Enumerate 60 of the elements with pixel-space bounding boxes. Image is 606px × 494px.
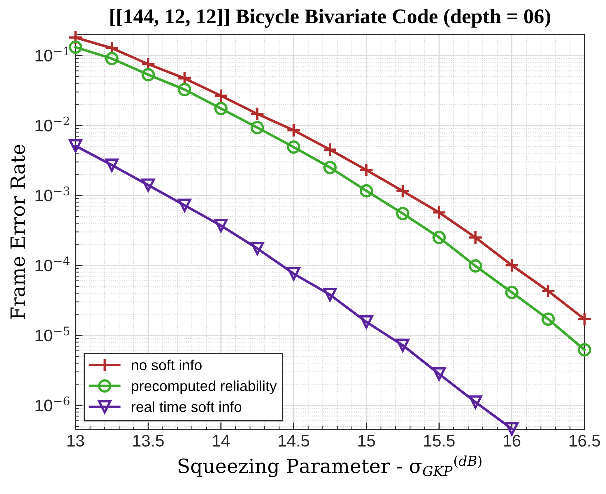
legend-label: real time soft info <box>132 402 242 412</box>
point <box>105 52 119 66</box>
point <box>69 40 82 54</box>
point <box>360 184 374 198</box>
y-tick-label: 10$^{−1}$ <box>36 46 69 62</box>
point <box>324 288 337 302</box>
point <box>142 178 156 192</box>
y-axis-title: Frame Error Rate <box>10 144 26 320</box>
point <box>286 123 302 138</box>
point <box>578 343 592 357</box>
point <box>324 161 337 174</box>
point <box>468 230 484 246</box>
point <box>505 286 519 300</box>
legend-label: no soft info <box>132 360 202 371</box>
legend-label: precomputed reliability <box>132 380 278 394</box>
x-tick-label: 16.5 <box>570 435 600 447</box>
point <box>432 205 447 220</box>
point <box>105 158 119 172</box>
y-tick-label: 10$^{−2}$ <box>36 116 70 132</box>
point <box>214 102 228 116</box>
y-tick-label: 10$^{−3}$ <box>36 186 70 202</box>
y-tick-label: 10$^{−6}$ <box>36 396 70 412</box>
point <box>287 140 301 154</box>
x-tick-label: 15.5 <box>424 435 455 447</box>
point <box>469 260 482 273</box>
x-tick-label: 14 <box>213 435 230 447</box>
point <box>396 184 410 199</box>
point <box>214 219 228 232</box>
point <box>542 312 556 326</box>
point <box>577 312 592 327</box>
x-tick-label: 15 <box>358 435 376 447</box>
point <box>178 83 192 96</box>
point <box>69 139 82 153</box>
point <box>287 267 301 281</box>
point <box>360 316 374 329</box>
point <box>250 106 265 122</box>
point <box>432 231 446 244</box>
point <box>396 207 410 220</box>
point <box>469 396 482 410</box>
x-axis-title: Squeezing Parameter - σ$_{GKP}$$^{(dB)}$ <box>178 456 482 478</box>
x-tick-label: 16 <box>504 435 521 447</box>
point <box>432 368 446 381</box>
y-tick-label: 10$^{−5}$ <box>36 326 70 342</box>
point <box>250 121 264 134</box>
point <box>322 142 338 158</box>
point <box>359 162 374 178</box>
point <box>541 284 556 299</box>
point <box>142 68 156 82</box>
y-tick-label: 10$^{−4}$ <box>36 256 70 272</box>
x-tick-label: 13.5 <box>134 435 164 447</box>
point <box>505 422 519 436</box>
point <box>504 258 520 273</box>
point <box>214 88 229 104</box>
point <box>178 198 192 212</box>
point <box>250 242 264 256</box>
x-tick-label: 14.5 <box>278 435 310 447</box>
x-tick-label: 13 <box>68 435 84 447</box>
point <box>68 30 84 46</box>
point <box>396 338 410 352</box>
chart-title: [[144, 12, 12]] Bicycle Bivariate Code (depth = 06) <box>110 9 551 28</box>
